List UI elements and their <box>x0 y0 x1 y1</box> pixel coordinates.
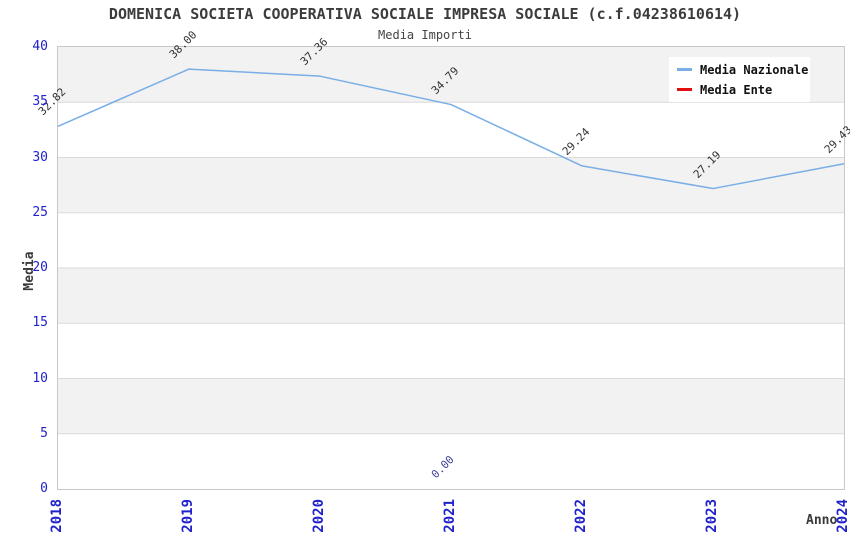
legend-item-media-nazionale: Media Nazionale <box>669 63 810 77</box>
y-tick-label: 35 <box>32 94 48 110</box>
plot-band <box>58 323 844 379</box>
x-tick-label: 2018 <box>49 499 65 533</box>
y-tick-label: 5 <box>40 425 48 441</box>
plot-area <box>57 46 845 490</box>
plot-band <box>58 212 844 268</box>
plot-canvas <box>57 47 845 489</box>
x-tick-label: 2023 <box>704 499 720 533</box>
x-tick-label: 2024 <box>835 499 850 533</box>
y-tick-label: 10 <box>32 370 48 386</box>
legend-label: Media Nazionale <box>700 62 809 77</box>
plot-band <box>58 102 844 158</box>
plot-band <box>58 268 844 324</box>
y-tick-label: 30 <box>32 149 48 165</box>
y-tick-label: 25 <box>32 204 48 220</box>
plot-band <box>58 157 844 213</box>
plot-band <box>58 433 844 489</box>
x-tick-label: 2020 <box>311 499 327 533</box>
chart-title: DOMENICA SOCIETA COOPERATIVA SOCIALE IMP… <box>108 5 742 23</box>
legend-item-media-ente: Media Ente <box>669 83 810 97</box>
chart-subtitle: Media Importi <box>378 28 472 42</box>
plot-band <box>58 378 844 434</box>
legend-label: Media Ente <box>700 82 773 97</box>
x-tick-label: 2022 <box>573 499 589 533</box>
x-axis-title: Anno <box>806 513 838 528</box>
y-tick-label: 20 <box>32 260 48 275</box>
x-tick-label: 2021 <box>442 499 458 533</box>
x-tick-label: 2019 <box>180 499 196 533</box>
y-tick-label: 15 <box>32 315 48 331</box>
series-line-media-nazionale <box>57 68 845 190</box>
media-ente-line-swatch-icon <box>677 88 692 91</box>
legend: Media Nazionale Media Ente <box>669 57 810 102</box>
y-tick-label: 0 <box>40 481 48 496</box>
y-tick-label: 40 <box>32 39 48 54</box>
media-nazionale-line-swatch-icon <box>677 68 692 71</box>
